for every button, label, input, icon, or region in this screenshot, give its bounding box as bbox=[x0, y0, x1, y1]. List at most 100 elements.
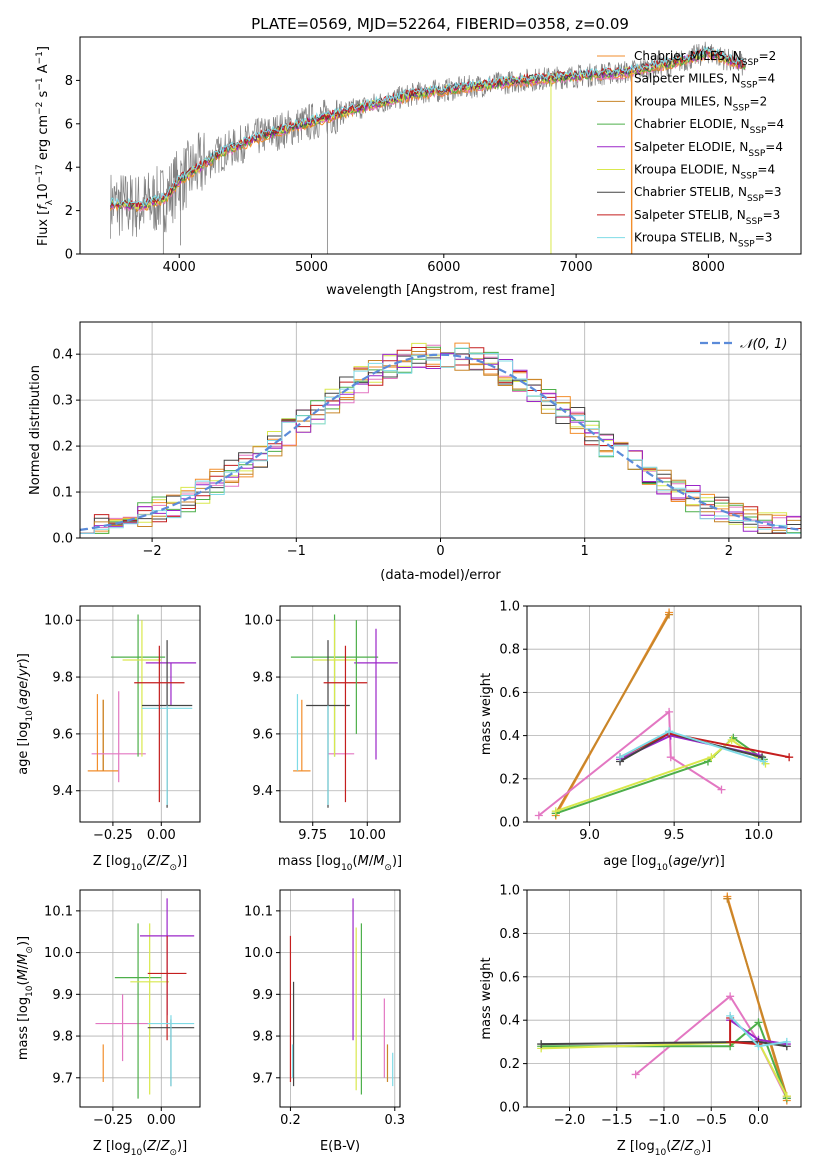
label-part: ( bbox=[16, 980, 31, 985]
label-part: Z bbox=[160, 1139, 171, 1154]
label-part: SSP bbox=[738, 240, 755, 250]
legend-label-6: Chabrier STELIB, NSSP=3 bbox=[634, 185, 782, 204]
y-tick-label: 10.0 bbox=[44, 946, 73, 961]
y-tick-label: 9.7 bbox=[52, 1071, 73, 1086]
weight-marker bbox=[666, 753, 675, 762]
y-tick-label: 9.4 bbox=[252, 784, 273, 799]
label-part: Z [log bbox=[93, 1139, 131, 1154]
label-part: ( bbox=[666, 1139, 671, 1154]
label-part: / bbox=[16, 676, 31, 681]
weight-marker bbox=[534, 811, 543, 820]
label-part: ⊙ bbox=[169, 863, 177, 873]
model-spectrum-3 bbox=[109, 48, 746, 211]
x-axis-label: E(B-V) bbox=[320, 1139, 360, 1154]
weight-series-7 bbox=[619, 732, 790, 759]
x-tick-label: 8000 bbox=[692, 260, 725, 275]
x-tick-label: 6000 bbox=[427, 260, 460, 275]
label-part: ( bbox=[353, 854, 358, 869]
y-tick-label: 10.1 bbox=[44, 904, 73, 919]
axes-frame bbox=[79, 36, 802, 255]
weight-marker bbox=[726, 1011, 735, 1020]
y-tick-label: 0.2 bbox=[499, 772, 520, 787]
y-tick-label: 1.0 bbox=[499, 600, 520, 615]
y-tick-label: 9.9 bbox=[52, 988, 73, 1003]
x-tick-label: 9.75 bbox=[298, 828, 327, 843]
legend-label-1: Salpeter MILES, NSSP=4 bbox=[634, 72, 775, 91]
weight-marker bbox=[665, 727, 674, 736]
label-part: SSP bbox=[747, 194, 764, 204]
label-part: Z bbox=[146, 1139, 157, 1154]
label-part: )] bbox=[392, 854, 402, 869]
label-part: / bbox=[156, 854, 161, 869]
y-tick-label: 1.0 bbox=[499, 884, 520, 899]
figure-title: PLATE=0569, MJD=52264, FIBERID=0358, z=0… bbox=[251, 15, 629, 33]
y-tick-label: 10.0 bbox=[244, 614, 273, 629]
label-part: λ bbox=[45, 199, 55, 205]
y-tick-label: 9.9 bbox=[252, 988, 273, 1003]
x-tick-label: −2.0 bbox=[554, 1113, 586, 1128]
y-tick-label: 9.6 bbox=[52, 727, 73, 742]
x-tick-label: −1.0 bbox=[648, 1113, 680, 1128]
label-part: Chabrier STELIB, N bbox=[634, 185, 747, 199]
label-part: SSP bbox=[748, 149, 765, 159]
label-part: 10 bbox=[131, 1148, 143, 1158]
weight-marker bbox=[726, 1037, 735, 1046]
axes-frame bbox=[526, 605, 802, 823]
label-part: =4 bbox=[765, 140, 783, 154]
label-part: mass [log bbox=[278, 854, 341, 869]
label-part: Z bbox=[146, 854, 157, 869]
label-part: SSP bbox=[742, 58, 759, 68]
weight-marker bbox=[717, 785, 726, 794]
label-part: M bbox=[16, 969, 31, 980]
x-tick-label: −2 bbox=[143, 544, 162, 559]
x-tick-label: 5000 bbox=[295, 260, 328, 275]
model-spectrum-7 bbox=[109, 47, 746, 208]
label-part: Salpeter ELODIE, N bbox=[634, 140, 748, 154]
plot-area bbox=[87, 614, 197, 808]
label-part: ( bbox=[142, 854, 147, 869]
label-part: 10 bbox=[25, 710, 35, 722]
label-part: yr bbox=[701, 854, 717, 869]
label-part: ⊙ bbox=[384, 863, 392, 873]
label-part: Z bbox=[670, 1139, 681, 1154]
y-tick-label: 4 bbox=[65, 161, 73, 176]
y-tick-label: 9.8 bbox=[252, 1030, 273, 1045]
x-tick-label: 0.00 bbox=[147, 1113, 176, 1128]
x-tick-label: 4000 bbox=[163, 260, 196, 275]
x-tick-label: −0.25 bbox=[93, 828, 133, 843]
label-part: )] bbox=[715, 854, 725, 869]
label-part: SSP bbox=[741, 81, 758, 91]
x-tick-label: 0 bbox=[436, 544, 444, 559]
label-part: SSP bbox=[733, 103, 750, 113]
label-part: age [log bbox=[16, 722, 31, 775]
y-tick-label: 0.6 bbox=[499, 970, 520, 985]
y-tick-label: 10.1 bbox=[244, 904, 273, 919]
axes-frame bbox=[79, 889, 201, 1108]
label-part: / bbox=[156, 1139, 161, 1154]
legend-label-2: Kroupa MILES, NSSP=2 bbox=[634, 94, 767, 113]
label-part: yr bbox=[16, 662, 31, 678]
label-part: 10 bbox=[655, 1148, 667, 1158]
weight-marker bbox=[537, 1040, 546, 1049]
label-part: −17 bbox=[35, 164, 45, 183]
label-part: =4 bbox=[766, 117, 784, 131]
weight-marker bbox=[551, 807, 560, 816]
label-part: 10 bbox=[656, 863, 668, 873]
label-part: ⊙ bbox=[25, 946, 35, 954]
weight-marker bbox=[726, 992, 735, 1001]
label-part: −1 bbox=[35, 51, 45, 64]
y-axis-label: age [log10(age/yr)] bbox=[16, 653, 35, 775]
y-tick-label: 0.3 bbox=[52, 394, 73, 409]
label-part: Chabrier ELODIE, N bbox=[634, 117, 750, 131]
plot-area bbox=[80, 342, 801, 534]
label-part: / bbox=[680, 1139, 685, 1154]
y-axis-label: mass weight bbox=[479, 673, 494, 755]
weight-marker bbox=[723, 894, 732, 903]
x-tick-label: 0.00 bbox=[147, 828, 176, 843]
y-tick-label: 0.0 bbox=[52, 532, 73, 547]
x-tick-label: 0.3 bbox=[384, 1113, 405, 1128]
label-part: 10 bbox=[36, 183, 51, 200]
x-tick-label: 9.5 bbox=[664, 828, 685, 843]
